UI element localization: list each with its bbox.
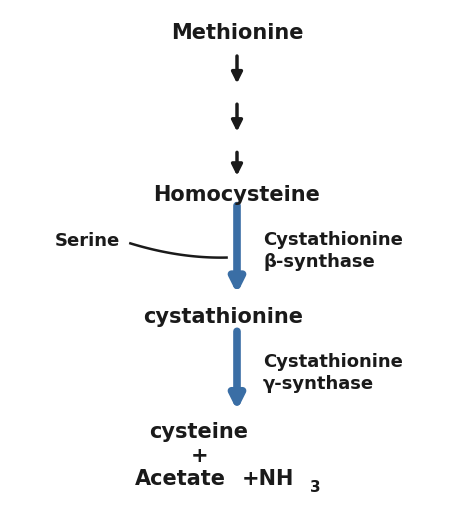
Text: Cystathionine
γ-synthase: Cystathionine γ-synthase [263,352,403,393]
Text: Homocysteine: Homocysteine [154,185,320,205]
Text: cystathionine: cystathionine [143,307,303,327]
Text: cysteine: cysteine [150,422,248,442]
Text: Serine: Serine [55,232,120,250]
Text: +NH: +NH [242,469,294,489]
Text: +: + [190,446,208,466]
Text: Acetate: Acetate [135,469,226,489]
Text: Methionine: Methionine [171,23,303,43]
Text: 3: 3 [310,480,320,495]
Text: Cystathionine
β-synthase: Cystathionine β-synthase [263,231,403,271]
